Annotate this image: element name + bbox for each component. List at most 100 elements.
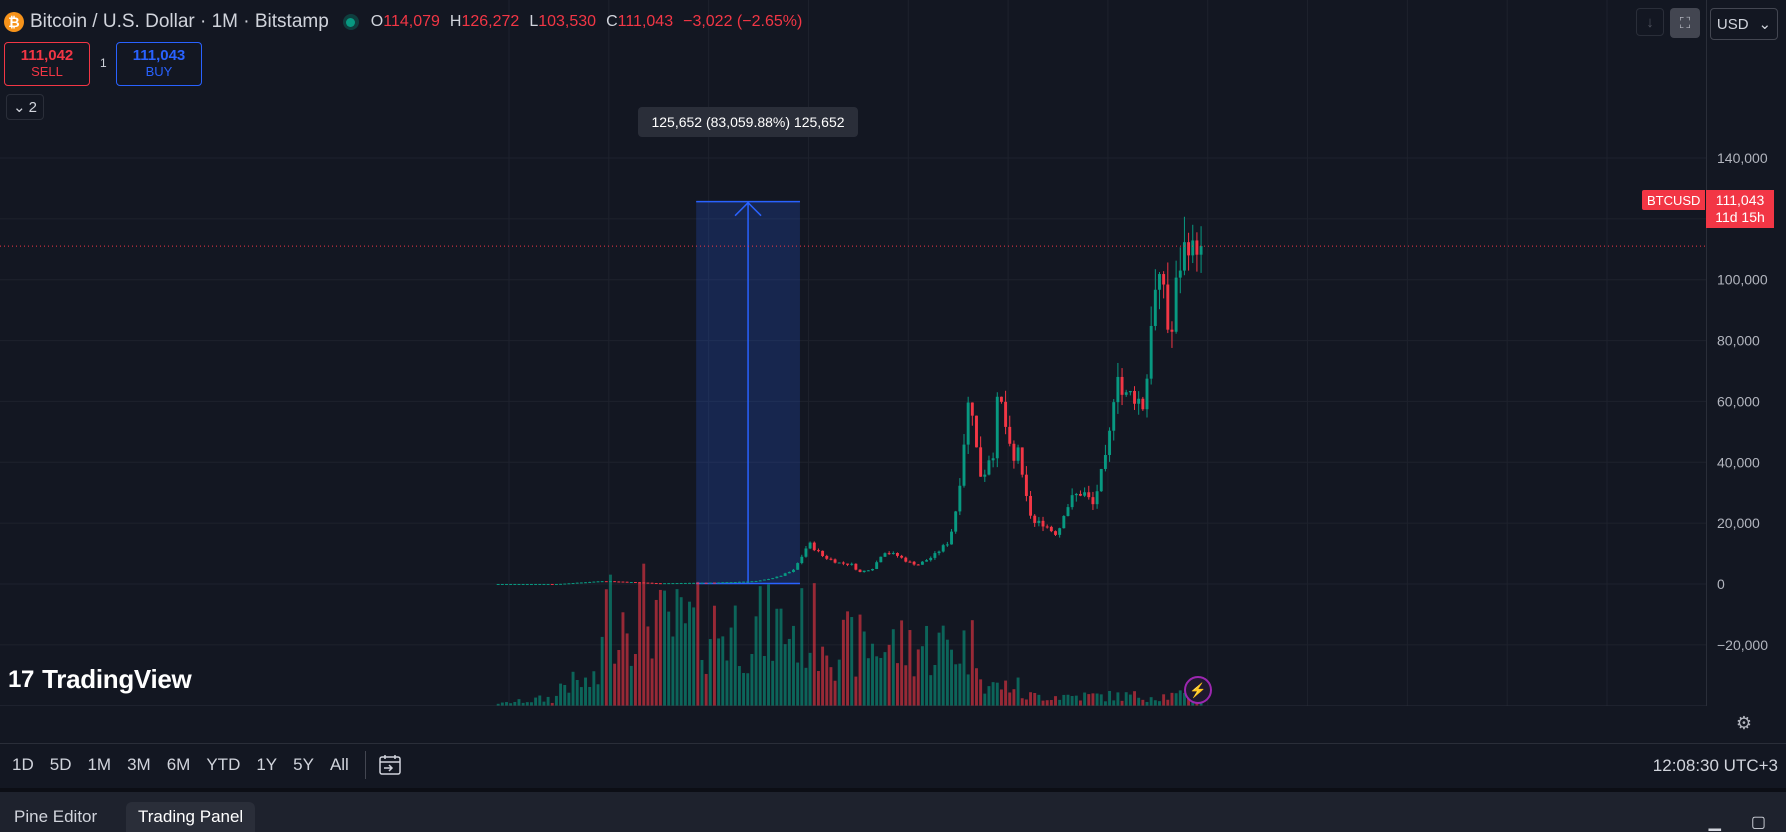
volume-bar <box>771 660 775 706</box>
range-all[interactable]: All <box>329 755 349 774</box>
price-chart[interactable]: 2012201420162018202020222024202620282030… <box>0 0 1706 732</box>
volume-bar <box>667 611 671 706</box>
calendar-goto-icon[interactable] <box>376 751 404 779</box>
candle-body <box>920 561 924 565</box>
range-5y[interactable]: 5Y <box>293 755 314 774</box>
volume-bar <box>854 676 858 706</box>
volume-bar <box>875 656 879 706</box>
volume-bar <box>954 664 958 706</box>
candle-body <box>1012 443 1016 461</box>
volume-bar <box>991 682 995 706</box>
buy-price: 111,043 <box>132 47 186 64</box>
candle-body <box>1166 284 1170 330</box>
candle-body <box>700 582 704 584</box>
volume-bar <box>1058 699 1062 706</box>
symbol-legend[interactable]: ₿ Bitcoin / U.S. Dollar · 1M · Bitstamp … <box>4 10 802 34</box>
tab-trading-panel[interactable]: Trading Panel <box>126 802 256 832</box>
candle-body <box>904 557 908 562</box>
lightning-icon[interactable]: ⚡ <box>1184 676 1212 704</box>
candle-body <box>517 583 521 585</box>
candle-body <box>1162 274 1166 285</box>
volume-bar <box>783 644 787 706</box>
candle-body <box>1112 402 1116 431</box>
candle-body <box>771 578 775 580</box>
currency-select[interactable]: USD ⌄ <box>1710 8 1778 40</box>
minimize-icon[interactable]: ▁ <box>1708 814 1721 831</box>
order-quantity[interactable]: 1 <box>100 56 107 70</box>
candle-body <box>1087 492 1091 498</box>
volume-bar <box>958 663 962 706</box>
volume-bar <box>534 697 538 706</box>
candle-body <box>812 542 816 551</box>
candle-body <box>887 553 891 555</box>
buy-button[interactable]: 111,043 BUY <box>116 42 202 86</box>
chart-settings-gear-icon[interactable]: ⚙ <box>1735 712 1753 733</box>
ohlc-values: O114,079 H126,272 L103,530 C111,043 −3,0… <box>370 13 803 30</box>
indicators-collapse-button[interactable]: ⌄ 2 <box>6 94 44 120</box>
volume-bar <box>1103 701 1107 706</box>
candle-body <box>542 583 546 585</box>
range-5d[interactable]: 5D <box>49 755 72 774</box>
volume-bar <box>638 582 642 706</box>
range-1d[interactable]: 1D <box>12 755 34 774</box>
range-3m[interactable]: 3M <box>127 755 151 774</box>
volume-bar <box>708 639 712 706</box>
sell-button[interactable]: 111,042 SELL <box>4 42 90 86</box>
volume-bar <box>1062 694 1066 706</box>
volume-bar <box>713 605 716 706</box>
volume-bar <box>592 671 596 706</box>
candle-body <box>925 560 929 562</box>
price-axis[interactable]: 140,000120,000100,00080,00060,00040,0002… <box>1706 0 1786 706</box>
candle-body <box>654 583 658 585</box>
scroll-to-latest-button[interactable]: ↓ <box>1636 8 1664 36</box>
candle-body <box>592 581 596 583</box>
candle-body <box>883 553 887 557</box>
candle-body <box>1187 242 1191 256</box>
candle-body <box>1174 277 1178 332</box>
chart-pane[interactable]: 2012201420162018202020222024202620282030… <box>0 0 1706 732</box>
candle-body <box>629 582 633 584</box>
volume-bar <box>762 656 766 706</box>
volume-bar <box>962 630 966 706</box>
candle-body <box>550 583 554 585</box>
candle-body <box>1124 392 1128 395</box>
clock[interactable]: 12:08:30 UTC+3 <box>1652 756 1778 775</box>
candle-body <box>1004 401 1008 427</box>
candle-body <box>779 575 783 577</box>
range-1y[interactable]: 1Y <box>256 755 278 774</box>
maximize-icon[interactable]: ▢ <box>1750 814 1766 831</box>
candle-body <box>796 563 800 570</box>
tab-pine-editor[interactable]: Pine Editor <box>14 807 98 826</box>
candle-body <box>1045 526 1049 528</box>
symbol-title[interactable]: Bitcoin / U.S. Dollar · 1M · Bitstamp <box>30 11 329 32</box>
volume-bar <box>758 586 762 706</box>
candle-body <box>958 485 962 512</box>
candle-body <box>638 582 642 584</box>
candle-body <box>729 582 733 584</box>
volume-bar <box>505 702 508 706</box>
bar-countdown: 11d 15h <box>1715 209 1765 225</box>
volume-bar <box>862 631 866 706</box>
candle-body <box>1033 515 1037 523</box>
candle-body <box>1074 493 1078 496</box>
candle-body <box>821 550 825 556</box>
candle-body <box>554 583 558 585</box>
range-1m[interactable]: 1M <box>87 755 112 774</box>
candle-body <box>671 583 675 585</box>
candle-body <box>1199 246 1203 255</box>
volume-bar <box>775 608 779 706</box>
candle-body <box>912 561 916 565</box>
volume-bar <box>933 664 937 706</box>
btcusd-price-label: BTCUSD <box>1642 190 1706 210</box>
range-6m[interactable]: 6M <box>166 755 191 774</box>
tradingview-watermark[interactable]: 17 TradingView <box>8 664 192 695</box>
fullscreen-button[interactable]: ⛶ <box>1670 8 1700 38</box>
volume-bar <box>604 589 608 706</box>
candle-body <box>617 581 621 583</box>
candle-body <box>521 583 525 585</box>
range-ytd[interactable]: YTD <box>206 755 241 774</box>
candle-body <box>983 474 987 477</box>
last-price-tag: 111,043 11d 15h <box>1706 190 1774 228</box>
tradingview-logo-icon: 17 <box>8 665 35 693</box>
price-tick-label: 40,000 <box>1717 454 1760 470</box>
